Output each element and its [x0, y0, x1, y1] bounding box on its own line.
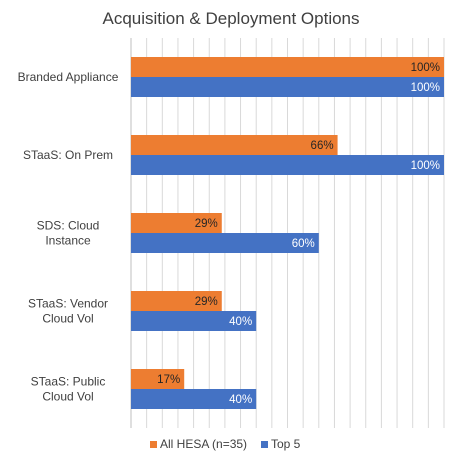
bar-top-5 — [131, 389, 257, 409]
bar-top-5 — [131, 233, 319, 253]
data-label: 100% — [411, 62, 440, 74]
data-labels: 100% 100% 66% 100% 29% 60% 29% 40% 17% 40% — [157, 62, 440, 406]
bar-all-hesa — [131, 369, 185, 389]
category-label: STaaS: On Prem — [23, 148, 113, 162]
bar-top-5 — [131, 155, 444, 175]
chart-title: Acquisition & Deployment Options — [102, 9, 359, 28]
data-label: 40% — [229, 316, 252, 328]
category-label: Branded Appliance — [18, 70, 119, 84]
legend-item-top-5: Top 5 — [261, 437, 301, 451]
bar-all-hesa — [131, 213, 222, 233]
category-label: Cloud Vol — [42, 390, 93, 404]
bar-top-5 — [131, 311, 257, 331]
category-label: Cloud Vol — [42, 312, 93, 326]
category-label: SDS: Cloud — [37, 219, 100, 233]
category-label: STaaS: Public — [31, 375, 106, 389]
data-label: 29% — [195, 218, 218, 230]
data-label: 40% — [229, 394, 252, 406]
legend-item-all-hesa: All HESA (n=35) — [150, 437, 247, 451]
data-label: 29% — [195, 296, 218, 308]
category-label: STaaS: Vendor — [28, 297, 108, 311]
legend-swatch — [261, 441, 268, 448]
bar-all-hesa — [131, 291, 222, 311]
bars — [131, 57, 444, 409]
data-label: 100% — [411, 82, 440, 94]
legend-swatch — [150, 441, 157, 448]
bar-top-5 — [131, 77, 444, 97]
legend-label: Top 5 — [271, 437, 301, 451]
data-label: 100% — [411, 160, 440, 172]
bar-all-hesa — [131, 135, 338, 155]
data-label: 66% — [311, 140, 334, 152]
legend-label: All HESA (n=35) — [160, 437, 247, 451]
data-label: 60% — [292, 238, 315, 250]
bar-all-hesa — [131, 57, 444, 77]
data-label: 17% — [157, 374, 180, 386]
category-label: Instance — [45, 234, 91, 248]
legend: All HESA (n=35) Top 5 — [150, 437, 301, 451]
category-labels: Branded Appliance STaaS: On Prem SDS: Clou… — [18, 70, 119, 404]
